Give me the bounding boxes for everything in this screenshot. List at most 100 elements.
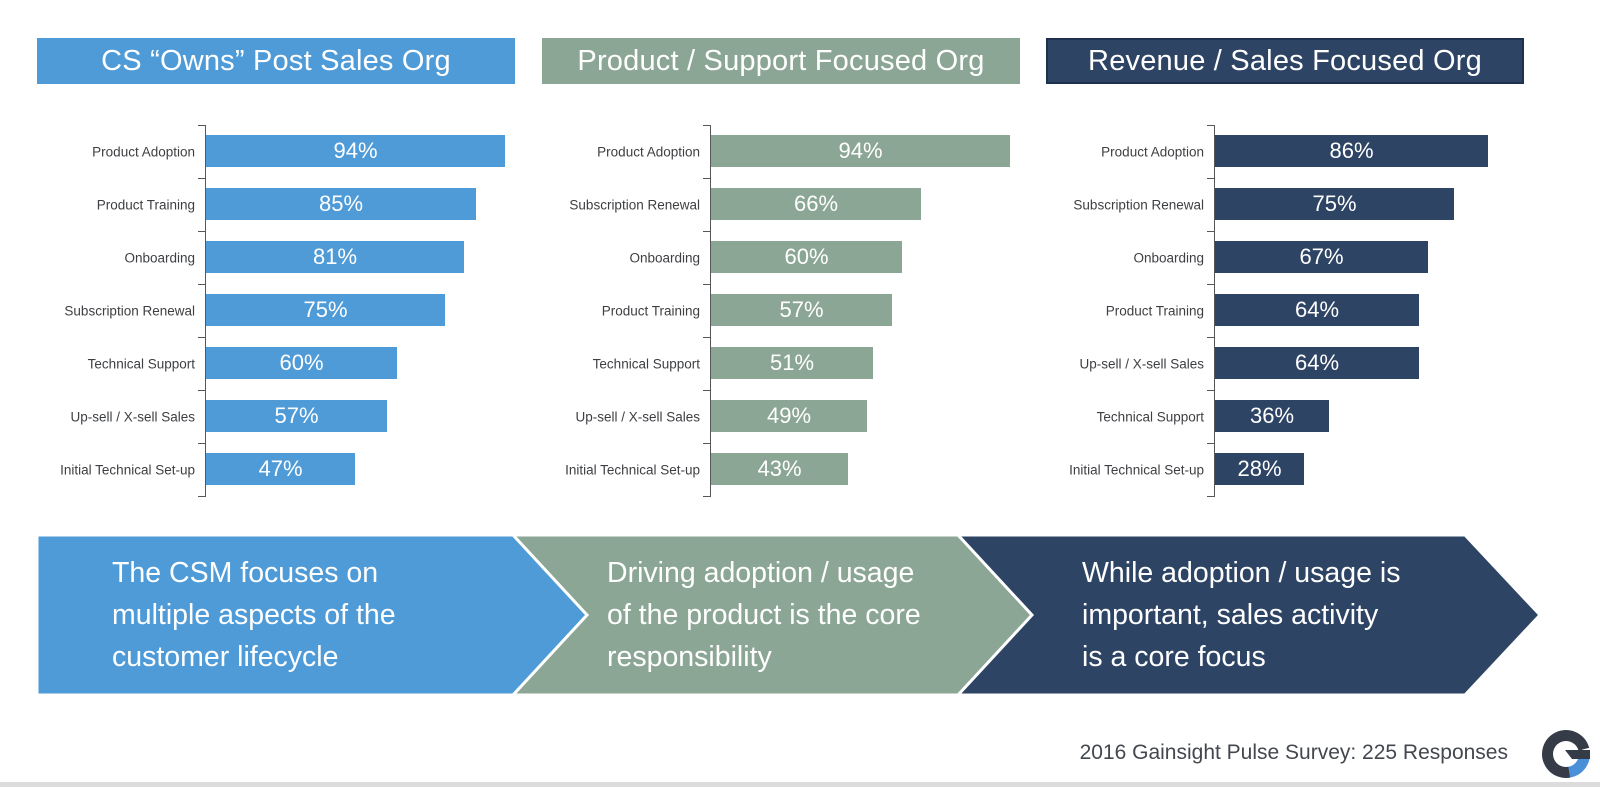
category-label: Onboarding (629, 250, 700, 265)
category-label: Technical Support (1096, 409, 1204, 424)
chart-title: Product / Support Focused Org (542, 38, 1020, 84)
bar-chart: Product Adoption 94% Product Training 85% On… (37, 125, 515, 497)
category-label: Initial Technical Set-up (1069, 462, 1204, 477)
bar-value-label: 60% (784, 244, 829, 269)
bar: 60% (711, 241, 902, 273)
category-label: Onboarding (1133, 250, 1204, 265)
chart-row: Product Training 85% (37, 178, 515, 231)
chart-title: Revenue / Sales Focused Org (1046, 38, 1524, 84)
chart-row: Up-sell / X-sell Sales 49% (542, 390, 1020, 443)
bar: 57% (711, 294, 892, 326)
chart-panel: CS “Owns” Post Sales Org Product Adoptio… (37, 38, 515, 497)
bar-value-label: 94% (838, 138, 883, 163)
bar: 49% (711, 400, 867, 432)
bar: 47% (206, 453, 355, 485)
bar: 81% (206, 241, 464, 273)
axis-tick (1207, 178, 1214, 179)
bar: 85% (206, 188, 476, 220)
axis-tick (703, 178, 710, 179)
category-label: Product Training (601, 303, 700, 318)
axis-tick (703, 337, 710, 338)
chart-row: Up-sell / X-sell Sales 64% (1046, 337, 1524, 390)
bar-value-label: 28% (1237, 456, 1282, 481)
bar-value-label: 67% (1299, 244, 1344, 269)
bar-value-label: 43% (757, 456, 802, 481)
chart-row: Up-sell / X-sell Sales 57% (37, 390, 515, 443)
category-label: Product Training (96, 197, 195, 212)
axis-tick (1207, 337, 1214, 338)
category-label: Up-sell / X-sell Sales (70, 409, 195, 424)
bar: 43% (711, 453, 848, 485)
bar-value-label: 51% (769, 350, 815, 375)
chart-row: Initial Technical Set-up 43% (542, 443, 1020, 496)
axis-tick (1207, 390, 1214, 391)
chart-row: Onboarding 67% (1046, 231, 1524, 284)
bar-value-label: 64% (1294, 297, 1340, 322)
category-label: Product Adoption (597, 144, 700, 159)
axis-tick (198, 337, 205, 338)
banner-text-revenue-sales: While adoption / usage is important, sal… (1082, 557, 1401, 673)
category-label: Product Adoption (1101, 144, 1204, 159)
chart-row: Subscription Renewal 66% (542, 178, 1020, 231)
axis-tick (198, 390, 205, 391)
bar-value-label: 57% (779, 297, 824, 322)
banner-text-product-support: Driving adoption / usage of the product … (607, 557, 921, 673)
chart-row: Onboarding 81% (37, 231, 515, 284)
bar-chart: Product Adoption 94% Subscription Renewal 6… (542, 125, 1020, 497)
banner-text-cs-owns: The CSM focuses on multiple aspects of t… (112, 557, 396, 673)
bar: 94% (711, 135, 1010, 167)
axis-tick (198, 231, 205, 232)
axis-tick (703, 443, 710, 444)
chart-row: Product Adoption 94% (37, 125, 515, 178)
category-label: Subscription Renewal (64, 303, 195, 318)
bar-value-label: 66% (793, 191, 839, 216)
bar-value-label: 85% (318, 191, 364, 216)
bar-value-label: 57% (274, 403, 319, 428)
bar-value-label: 64% (1294, 350, 1340, 375)
y-axis-line (710, 125, 711, 497)
axis-tick (198, 496, 205, 497)
chart-row: Technical Support 60% (37, 337, 515, 390)
category-label: Subscription Renewal (1073, 197, 1204, 212)
axis-tick (198, 125, 205, 126)
bar-value-label: 94% (333, 138, 378, 163)
bar-value-label: 49% (766, 403, 812, 428)
bar: 64% (1215, 294, 1419, 326)
axis-tick (1207, 284, 1214, 285)
category-label: Up-sell / X-sell Sales (575, 409, 700, 424)
axis-tick (198, 178, 205, 179)
bar-value-label: 81% (312, 244, 358, 269)
category-label: Product Adoption (92, 144, 195, 159)
chart-row: Onboarding 60% (542, 231, 1020, 284)
bottom-edge-strip (0, 782, 1600, 787)
chart-row: Subscription Renewal 75% (37, 284, 515, 337)
chart-title: CS “Owns” Post Sales Org (37, 38, 515, 84)
source-note: 2016 Gainsight Pulse Survey: 225 Respons… (1079, 741, 1508, 764)
bar-value-label: 75% (1312, 191, 1357, 216)
chart-row: Product Adoption 94% (542, 125, 1020, 178)
banner-arrow-cs-owns (35, 533, 590, 697)
category-label: Product Training (1105, 303, 1204, 318)
y-axis-line (205, 125, 206, 497)
category-label: Subscription Renewal (569, 197, 700, 212)
category-label: Initial Technical Set-up (60, 462, 195, 477)
y-axis-line (1214, 125, 1215, 497)
axis-tick (1207, 443, 1214, 444)
category-label: Initial Technical Set-up (565, 462, 700, 477)
category-label: Technical Support (592, 356, 700, 371)
bar-value-label: 36% (1249, 403, 1295, 428)
bar-chart: Product Adoption 86% Subscription Renewal 7… (1046, 125, 1524, 497)
axis-tick (703, 231, 710, 232)
chart-row: Product Adoption 86% (1046, 125, 1524, 178)
category-label: Onboarding (124, 250, 195, 265)
bar: 66% (711, 188, 921, 220)
chart-row: Product Training 57% (542, 284, 1020, 337)
chart-row: Initial Technical Set-up 28% (1046, 443, 1524, 496)
gainsight-g-crossbar (1565, 750, 1590, 759)
axis-tick (1207, 231, 1214, 232)
bar: 75% (206, 294, 445, 326)
bar: 57% (206, 400, 387, 432)
bar-value-label: 60% (279, 350, 324, 375)
